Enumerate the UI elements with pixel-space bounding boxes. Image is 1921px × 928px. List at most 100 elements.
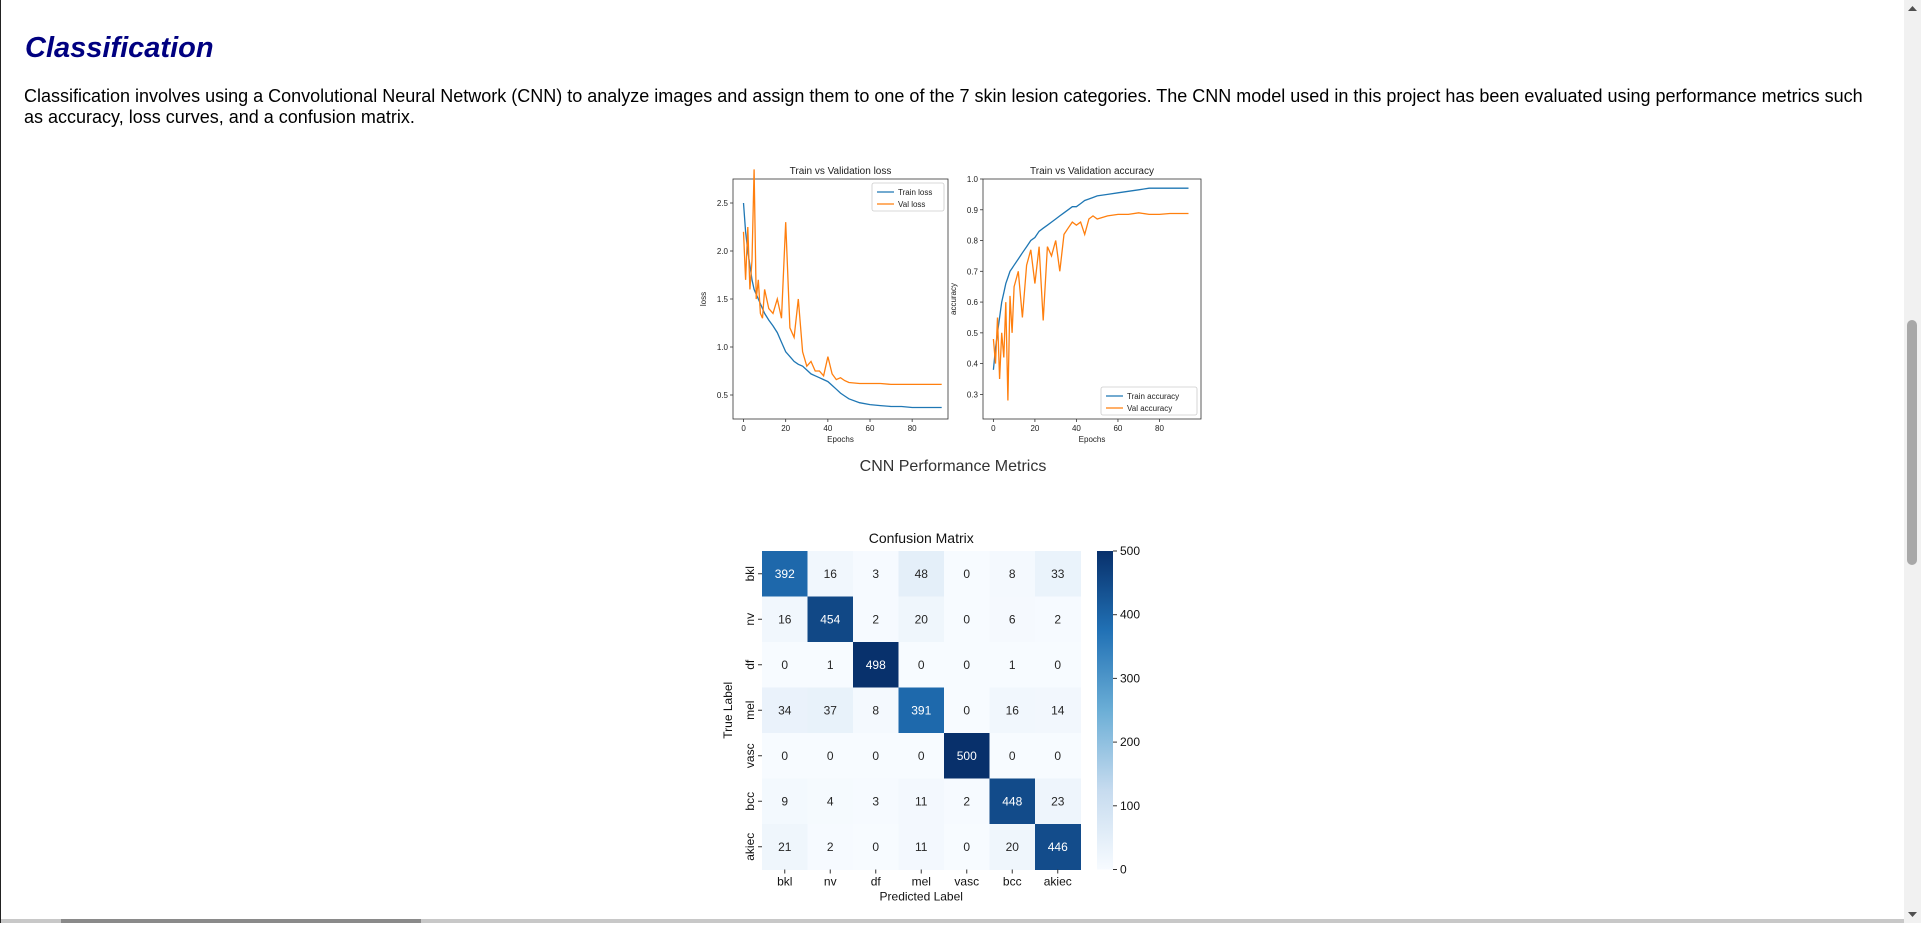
legend-label: Val loss	[898, 200, 925, 209]
cell-value: 3	[872, 794, 879, 808]
cell-value: 20	[1006, 840, 1020, 854]
y-tick-label: nv	[743, 613, 757, 626]
x-tick-label: 40	[823, 424, 832, 433]
heatmap-cell	[1035, 778, 1081, 825]
scroll-up-arrow-icon[interactable]	[1904, 0, 1921, 17]
heatmap-cell	[1035, 642, 1081, 688]
x-tick-label: 60	[1113, 424, 1122, 433]
metrics-caption: CNN Performance Metrics	[859, 458, 1047, 475]
heatmap-cell	[898, 733, 945, 779]
heatmap-cell	[898, 642, 945, 688]
heatmap-cell	[1035, 733, 1081, 779]
y-tick-label: bcc	[743, 792, 757, 811]
x-tick-label: bkl	[777, 875, 792, 889]
cell-value: 2	[1054, 612, 1061, 626]
cell-value: 392	[775, 567, 795, 581]
heatmap-cell	[944, 596, 990, 643]
vertical-scrollbar[interactable]	[1904, 0, 1921, 923]
cell-value: 9	[781, 794, 788, 808]
y-tick-label: 0.7	[967, 267, 979, 276]
heatmap-cell	[944, 778, 990, 825]
cell-value: 23	[1051, 794, 1065, 808]
cell-value: 11	[915, 794, 928, 808]
y-tick-label: vasc	[743, 743, 757, 768]
cell-value: 0	[781, 749, 788, 763]
heatmap-cell	[762, 551, 808, 597]
x-tick-label: 40	[1072, 424, 1081, 433]
x-tick-label: 80	[908, 424, 917, 433]
heatmap-cell	[762, 778, 808, 825]
y-tick-label: akiec	[743, 833, 757, 861]
cell-value: 498	[866, 658, 886, 672]
heatmap-cell	[898, 596, 945, 643]
y-tick-label: 0.3	[967, 390, 979, 399]
heatmap-cell	[898, 687, 945, 734]
y-tick-label: 1.0	[967, 175, 979, 184]
x-axis-label: Predicted Label	[880, 890, 963, 904]
heatmap-cell	[989, 642, 1036, 688]
legend-label: Train loss	[898, 188, 932, 197]
heatmap-cell	[853, 596, 899, 643]
colorbar-tick-label: 0	[1120, 863, 1127, 877]
legend-label: Val accuracy	[1127, 404, 1172, 413]
x-axis-label: Epochs	[1079, 435, 1106, 444]
colorbar-tick-label: 200	[1120, 735, 1140, 749]
heatmap-cell	[807, 687, 854, 734]
x-tick-label: mel	[912, 875, 931, 889]
heatmap-cell	[762, 733, 808, 779]
y-tick-label: 0.9	[967, 206, 979, 215]
y-tick-label: df	[743, 659, 757, 670]
colorbar-tick-label: 400	[1120, 608, 1140, 622]
cell-value: 454	[820, 612, 840, 626]
x-tick-label: 0	[991, 424, 996, 433]
heatmap-cell	[807, 596, 854, 643]
cell-value: 448	[1002, 794, 1022, 808]
heatmap-cell	[944, 687, 990, 734]
cell-value: 0	[963, 840, 970, 854]
colorbar-tick-label: 500	[1120, 544, 1140, 558]
series-line-val	[742, 169, 942, 386]
horizontal-scroll-track[interactable]	[1, 919, 1904, 923]
y-tick-label: mel	[743, 701, 757, 720]
x-tick-label: 0	[741, 424, 746, 433]
heatmap-cell	[762, 642, 808, 688]
horizontal-scroll-thumb[interactable]	[61, 919, 421, 923]
cell-value: 48	[915, 567, 929, 581]
scroll-thumb[interactable]	[1907, 320, 1917, 565]
x-axis-label: Epochs	[827, 435, 854, 444]
colorbar-tick-label: 300	[1120, 671, 1140, 685]
cell-value: 446	[1048, 840, 1068, 854]
x-tick-label: akiec	[1044, 875, 1072, 889]
x-tick-label: df	[871, 875, 882, 889]
cell-value: 0	[918, 749, 925, 763]
scroll-down-arrow-icon[interactable]	[1904, 906, 1921, 923]
loss-chart: Train vs Validation loss 0 20 40 60 80 0.5 1.0 1…	[699, 166, 949, 444]
cell-value: 0	[1054, 658, 1061, 672]
heatmap-cell	[1035, 596, 1081, 643]
y-tick-label: 0.8	[967, 237, 979, 246]
heatmap-cell	[1035, 824, 1081, 870]
y-tick-label: 0.5	[967, 329, 979, 338]
accuracy-chart: Train vs Validation accuracy 0 20 40 60 80 0.3…	[949, 166, 1202, 444]
chart-title: Confusion Matrix	[869, 530, 974, 546]
plot-frame	[982, 178, 1202, 420]
y-tick-label: 2.5	[717, 199, 729, 208]
cell-value: 0	[963, 567, 970, 581]
chart-title: Train vs Validation loss	[790, 166, 892, 177]
cell-value: 0	[781, 658, 788, 672]
y-tick-label: 0.5	[717, 391, 729, 400]
heatmap-cell	[853, 687, 899, 734]
cell-value: 391	[911, 703, 931, 717]
cell-value: 11	[915, 840, 928, 854]
cell-value: 0	[872, 840, 879, 854]
y-tick-label: 1.0	[717, 343, 729, 352]
heatmap-cell	[1035, 687, 1081, 734]
cell-value: 16	[824, 567, 838, 581]
heatmap-cell	[807, 733, 854, 779]
heatmap-cell	[807, 642, 854, 688]
heatmap-cell	[898, 551, 945, 597]
series-line-train	[742, 202, 942, 409]
cell-value: 0	[963, 703, 970, 717]
